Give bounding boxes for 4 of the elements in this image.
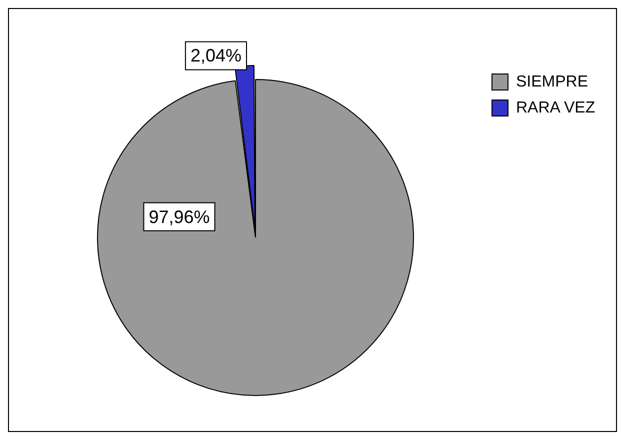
data-label: 2,04% (190, 46, 242, 66)
legend-label: SIEMPRE (516, 73, 588, 90)
data-label: 97,96% (148, 206, 210, 227)
legend-label: RARA VEZ (516, 99, 596, 116)
